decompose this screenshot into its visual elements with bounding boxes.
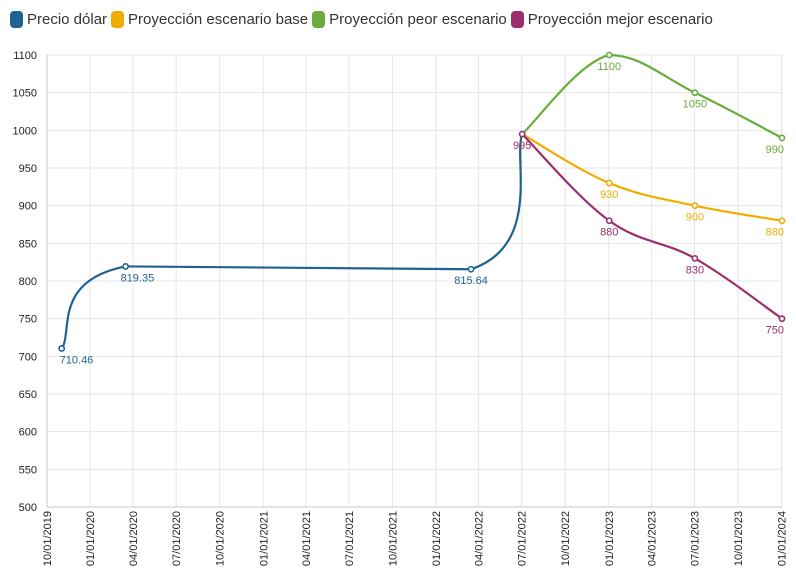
x-tick-label: 07/01/2020: [171, 511, 183, 566]
x-tick-label: 01/01/2020: [85, 511, 97, 566]
x-tick-label: 10/01/2022: [560, 511, 572, 566]
y-tick-label: 1100: [13, 50, 37, 62]
y-tick-label: 1000: [13, 125, 37, 137]
data-point: [605, 217, 613, 225]
data-label: 815.64: [454, 275, 488, 287]
x-tick-label: 04/01/2022: [474, 511, 486, 566]
data-point: [691, 254, 699, 262]
x-tick-label: 01/01/2022: [431, 511, 443, 566]
series-line: [521, 53, 783, 139]
data-label: 930: [600, 189, 618, 201]
x-tick-label: 10/01/2020: [215, 511, 227, 566]
x-tick-label: 07/01/2022: [517, 511, 529, 566]
y-tick-label: 850: [19, 238, 37, 250]
series-line: [521, 133, 783, 222]
data-label: 830: [686, 264, 704, 276]
data-point: [605, 179, 613, 187]
legend-item[interactable]: Proyección mejor escenario: [510, 11, 713, 28]
x-tick-label: 01/01/2023: [604, 511, 616, 566]
legend-label: Proyección mejor escenario: [527, 11, 713, 28]
data-point: [691, 89, 699, 97]
data-point: [58, 345, 66, 352]
legend: Precio dólar Proyección escenario base Pro…: [10, 11, 717, 28]
x-tick-label: 10/01/2019: [42, 511, 54, 566]
data-label: 750: [766, 325, 784, 337]
data-point: [778, 217, 786, 225]
data-point: [122, 263, 129, 270]
series-line: [60, 133, 524, 350]
legend-swatch: [10, 11, 23, 28]
legend-swatch: [312, 11, 326, 28]
x-tick-label: 01/01/2021: [258, 511, 270, 566]
data-point: [691, 202, 699, 210]
y-tick-label: 500: [19, 502, 37, 514]
legend-label: Precio dólar: [27, 11, 108, 28]
data-label: 819.35: [121, 272, 155, 284]
series-line: [521, 133, 783, 320]
x-tick-label: 04/01/2020: [128, 511, 140, 566]
legend-item[interactable]: Proyección peor escenario: [312, 11, 507, 28]
x-tick-label: 07/01/2023: [689, 511, 701, 566]
data-label: 1050: [683, 99, 707, 111]
y-tick-label: 600: [19, 427, 37, 439]
data-point: [518, 130, 526, 138]
x-tick-label: 10/01/2023: [733, 511, 745, 566]
data-point: [605, 51, 613, 59]
y-tick-label: 1050: [13, 88, 37, 100]
x-tick-label: 07/01/2021: [344, 511, 356, 566]
data-label: 880: [600, 227, 618, 239]
legend-item[interactable]: Proyección escenario base: [111, 11, 308, 28]
data-point: [778, 134, 786, 142]
y-tick-label: 800: [19, 276, 37, 288]
y-tick-label: 700: [19, 351, 37, 363]
data-label: 710.46: [60, 354, 94, 366]
x-tick-label: 04/01/2021: [301, 511, 313, 566]
x-tick-label: 10/01/2021: [387, 511, 399, 566]
data-label: 995: [513, 140, 531, 152]
legend-swatch: [111, 11, 125, 28]
x-tick-label: 01/01/2024: [777, 511, 789, 566]
legend-item[interactable]: Precio dólar: [10, 11, 107, 28]
y-tick-label: 650: [19, 389, 37, 401]
y-tick-label: 950: [19, 163, 37, 175]
data-label: 1100: [597, 61, 621, 73]
y-tick-label: 550: [19, 464, 37, 476]
data-label: 990: [766, 144, 784, 156]
y-tick-label: 900: [19, 201, 37, 213]
y-tick-label: 750: [19, 314, 37, 326]
data-point: [467, 265, 475, 273]
data-label: 880: [766, 227, 784, 239]
legend-label: Proyección peor escenario: [329, 11, 507, 28]
legend-swatch: [510, 11, 524, 28]
data-label: 900: [686, 212, 704, 224]
legend-label: Proyección escenario base: [128, 11, 309, 28]
x-tick-label: 04/01/2023: [646, 511, 658, 566]
data-point: [778, 315, 786, 323]
